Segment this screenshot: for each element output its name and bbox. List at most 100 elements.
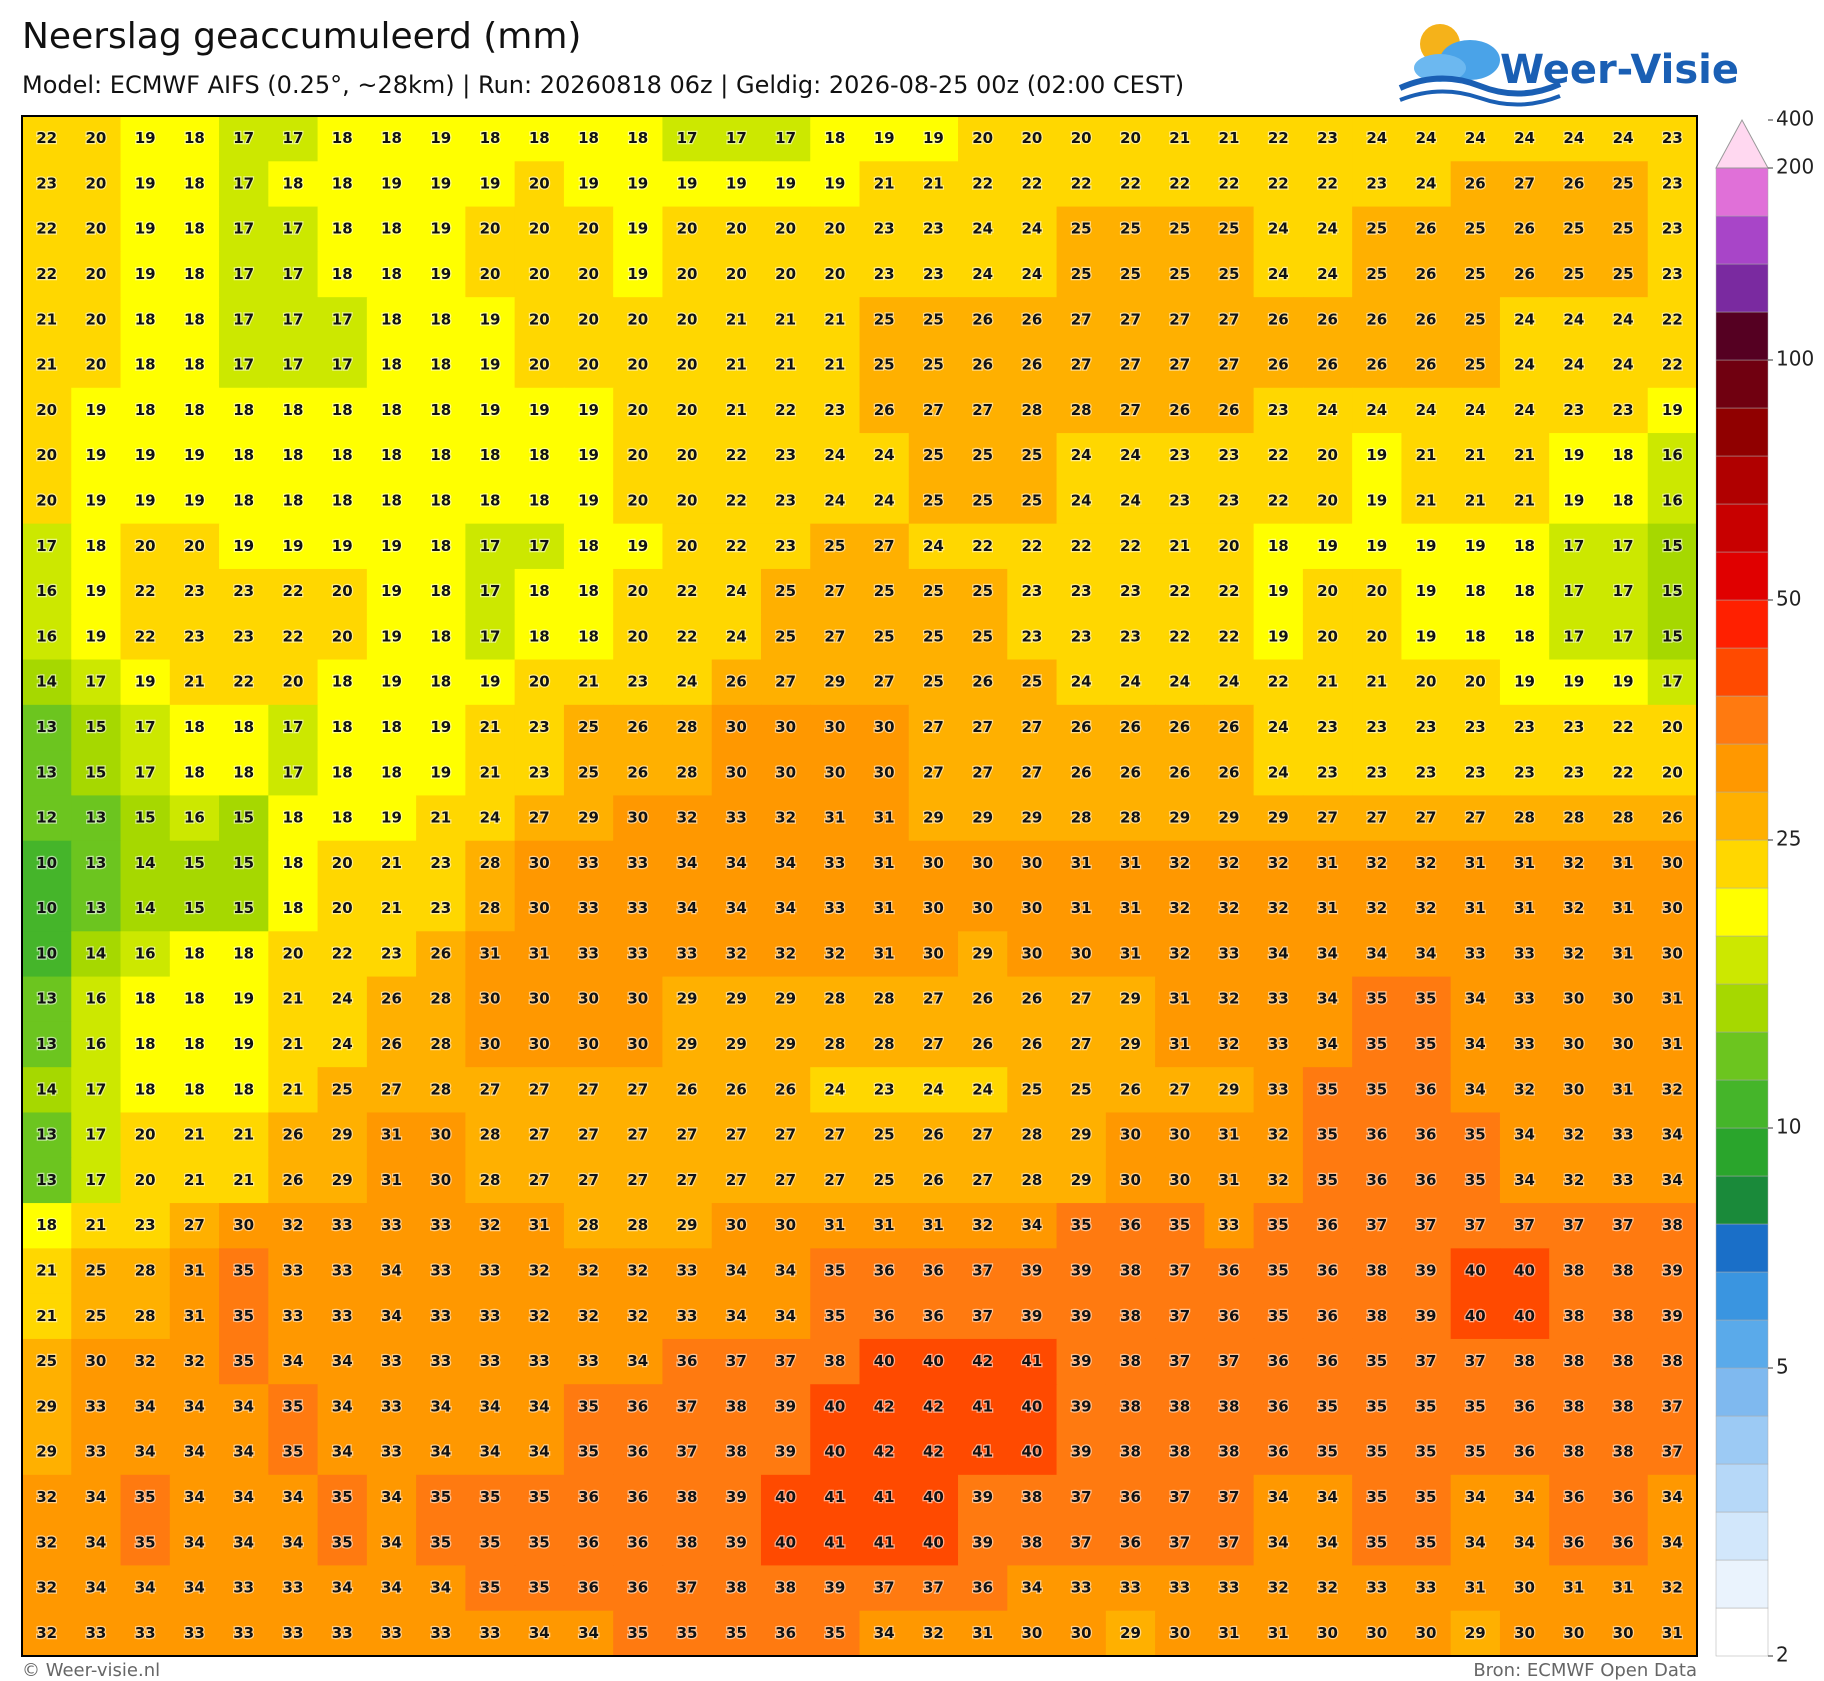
cell — [908, 750, 959, 797]
value-label: 31 — [1613, 854, 1634, 872]
value-label: 21 — [1465, 492, 1486, 510]
value-label: 31 — [1613, 1080, 1634, 1098]
cell — [1155, 1429, 1205, 1476]
cell — [1105, 1293, 1156, 1340]
value-label: 34 — [1514, 1171, 1535, 1189]
value-label: 21 — [1169, 129, 1190, 147]
value-label: 15 — [135, 809, 156, 827]
cell — [1105, 568, 1156, 615]
cell — [22, 1565, 72, 1612]
value-label: 33 — [332, 1307, 353, 1325]
cell — [810, 1338, 861, 1385]
cell — [1253, 568, 1304, 615]
cell — [1598, 1384, 1649, 1431]
value-label: 37 — [726, 1352, 747, 1370]
value-label: 26 — [1563, 174, 1584, 192]
cell — [1105, 1067, 1156, 1114]
value-label: 31 — [1514, 899, 1535, 917]
value-label: 33 — [1219, 1579, 1240, 1597]
cell — [22, 1520, 72, 1567]
value-label: 29 — [1219, 1080, 1240, 1098]
cell — [416, 297, 466, 344]
value-label: 26 — [1366, 310, 1387, 328]
cell — [169, 1248, 220, 1295]
cell — [169, 1520, 220, 1567]
value-label: 20 — [726, 265, 747, 283]
value-label: 33 — [135, 1624, 156, 1642]
value-label: 33 — [677, 944, 698, 962]
value-label: 34 — [233, 1443, 254, 1461]
cell — [662, 1338, 713, 1385]
value-label: 23 — [135, 1216, 156, 1234]
cell — [465, 886, 516, 932]
colorbar-label: 200 — [1776, 155, 1814, 179]
value-label: 35 — [233, 1262, 254, 1280]
cell — [514, 297, 565, 344]
value-label: 27 — [1514, 174, 1535, 192]
value-label: 17 — [36, 537, 57, 555]
value-label: 17 — [135, 718, 156, 736]
value-label: 34 — [1317, 1035, 1338, 1053]
value-label: 24 — [1416, 401, 1437, 419]
value-label: 33 — [184, 1624, 205, 1642]
cell — [859, 659, 910, 706]
cell — [1155, 251, 1205, 298]
value-label: 27 — [1021, 718, 1042, 736]
value-label: 24 — [1465, 129, 1486, 147]
cell — [169, 1157, 220, 1204]
value-label: 18 — [283, 401, 304, 419]
cell — [1105, 523, 1156, 570]
cell — [1302, 523, 1353, 570]
value-label: 19 — [135, 174, 156, 192]
value-label: 31 — [824, 809, 845, 827]
cell — [416, 840, 466, 887]
cell — [366, 1384, 417, 1431]
value-label: 20 — [480, 265, 501, 283]
value-label: 22 — [1120, 174, 1141, 192]
value-label: 18 — [184, 990, 205, 1008]
cell — [120, 1610, 171, 1657]
value-label: 22 — [1021, 537, 1042, 555]
cell — [1056, 297, 1107, 344]
value-label: 30 — [824, 718, 845, 736]
value-label: 18 — [529, 446, 550, 464]
value-label: 24 — [1563, 129, 1584, 147]
cell — [1499, 840, 1550, 887]
cell — [120, 1203, 171, 1249]
value-label: 34 — [332, 1579, 353, 1597]
value-label: 33 — [1169, 1579, 1190, 1597]
colorbar-segment — [1715, 1079, 1769, 1129]
cell — [1549, 1248, 1600, 1295]
value-label: 19 — [726, 174, 747, 192]
cell — [465, 568, 516, 615]
value-label: 22 — [233, 673, 254, 691]
cell — [1007, 1293, 1058, 1340]
value-label: 34 — [381, 1307, 402, 1325]
cell — [22, 1203, 72, 1249]
cell — [219, 1520, 269, 1567]
value-label: 18 — [430, 627, 451, 645]
value-label: 21 — [726, 310, 747, 328]
value-label: 34 — [529, 1443, 550, 1461]
cell — [711, 116, 762, 162]
cell — [1253, 1293, 1304, 1340]
cell — [317, 659, 368, 706]
value-label: 18 — [529, 129, 550, 147]
value-label: 32 — [1563, 854, 1584, 872]
cell — [22, 976, 72, 1023]
cell — [908, 387, 959, 434]
cell — [169, 1565, 220, 1612]
value-label: 27 — [1317, 809, 1338, 827]
value-label: 18 — [1465, 627, 1486, 645]
value-label: 17 — [85, 1126, 106, 1144]
value-label: 24 — [1465, 401, 1486, 419]
cell — [1598, 523, 1649, 570]
value-label: 35 — [480, 1488, 501, 1506]
value-label: 31 — [874, 944, 895, 962]
value-label: 34 — [184, 1533, 205, 1551]
value-label: 23 — [184, 627, 205, 645]
value-label: 20 — [1366, 582, 1387, 600]
value-label: 18 — [332, 174, 353, 192]
cell — [563, 1248, 614, 1295]
cell — [760, 523, 811, 570]
